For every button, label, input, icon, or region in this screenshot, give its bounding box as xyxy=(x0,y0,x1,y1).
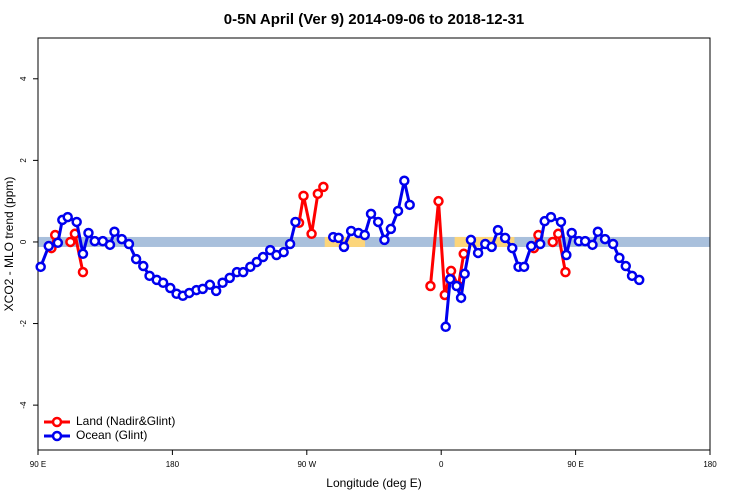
data-point xyxy=(237,266,249,278)
data-point xyxy=(566,227,577,239)
data-point xyxy=(592,226,604,238)
data-point xyxy=(359,229,370,241)
data-point xyxy=(77,266,89,278)
data-point xyxy=(525,240,537,252)
data-point xyxy=(507,242,518,254)
plot-frame xyxy=(37,37,711,451)
data-point xyxy=(278,246,289,258)
data-point xyxy=(560,266,571,278)
legend-label: Land (Nadir&Glint) xyxy=(76,414,175,428)
data-point xyxy=(306,228,317,240)
y-tick-label: 0 xyxy=(19,239,28,244)
data-point xyxy=(71,216,82,228)
data-point xyxy=(404,199,415,211)
data-point xyxy=(499,232,511,244)
data-point xyxy=(518,261,530,273)
data-point xyxy=(440,321,451,333)
data-point xyxy=(83,227,94,239)
data-point xyxy=(284,238,296,250)
data-point xyxy=(165,282,176,294)
data-point xyxy=(486,241,497,253)
data-point xyxy=(109,226,120,238)
data-point xyxy=(65,236,76,248)
data-point xyxy=(534,238,546,250)
data-point xyxy=(333,232,344,244)
legend-label: Ocean (Glint) xyxy=(76,428,147,442)
data-point xyxy=(561,249,572,261)
x-tick-label: 180 xyxy=(703,460,717,469)
data-point xyxy=(385,223,397,235)
data-point xyxy=(445,265,457,277)
legend-marker xyxy=(51,430,63,442)
data-point xyxy=(379,234,390,246)
x-tick-label: 90 E xyxy=(567,460,583,469)
data-point xyxy=(62,211,73,223)
data-point xyxy=(204,279,216,291)
data-point xyxy=(587,239,598,251)
data-point xyxy=(425,280,436,292)
data-point xyxy=(318,181,329,193)
data-point xyxy=(433,195,444,207)
data-point xyxy=(123,238,135,250)
data-point xyxy=(312,188,324,200)
data-point xyxy=(399,175,410,187)
data-point xyxy=(372,216,384,228)
data-point xyxy=(210,285,222,297)
data-point xyxy=(245,261,256,273)
data-point xyxy=(130,253,142,265)
data-point xyxy=(104,239,116,251)
data-point xyxy=(620,260,632,272)
chart-title: 0-5N April (Ver 9) 2014-09-06 to 2018-12… xyxy=(224,11,524,28)
data-point xyxy=(224,272,235,284)
data-point xyxy=(157,277,169,289)
y-tick-label: -2 xyxy=(19,319,28,327)
x-tick-label: 0 xyxy=(439,460,444,469)
data-point xyxy=(392,205,404,217)
data-point xyxy=(555,216,567,228)
data-point xyxy=(465,234,477,246)
data-point xyxy=(365,208,377,220)
data-point xyxy=(338,241,350,253)
data-point xyxy=(217,277,228,289)
data-point xyxy=(257,251,269,263)
x-tick-label: 90 W xyxy=(297,460,316,469)
data-point xyxy=(77,248,89,260)
data-point xyxy=(607,238,619,250)
data-point xyxy=(35,261,46,273)
data-point xyxy=(138,260,149,272)
data-point xyxy=(116,233,128,245)
reference-band xyxy=(38,236,710,247)
x-tick-label: 180 xyxy=(166,460,180,469)
data-point xyxy=(599,233,611,245)
data-point xyxy=(614,252,625,264)
data-point xyxy=(298,190,309,202)
data-point xyxy=(545,211,557,223)
data-point xyxy=(492,224,504,236)
y-tick-label: -4 xyxy=(19,401,28,409)
data-point xyxy=(633,274,645,286)
data-point xyxy=(472,247,484,259)
data-point xyxy=(451,280,462,292)
y-axis-label: XCO2 - MLO trend (ppm) xyxy=(2,177,16,312)
data-point xyxy=(547,236,559,248)
data-point xyxy=(455,292,467,304)
x-axis-label: Longitude (deg E) xyxy=(326,476,421,490)
data-point xyxy=(52,237,64,249)
legend-marker xyxy=(51,416,63,428)
x-tick-label: 90 E xyxy=(30,460,46,469)
y-tick-label: 2 xyxy=(19,158,28,163)
series-line xyxy=(39,180,640,327)
y-tick-label: 4 xyxy=(19,76,28,81)
data-point xyxy=(290,216,301,228)
data-point xyxy=(43,240,55,252)
data-point xyxy=(89,235,100,247)
data-point xyxy=(444,273,456,285)
data-point xyxy=(459,268,470,280)
